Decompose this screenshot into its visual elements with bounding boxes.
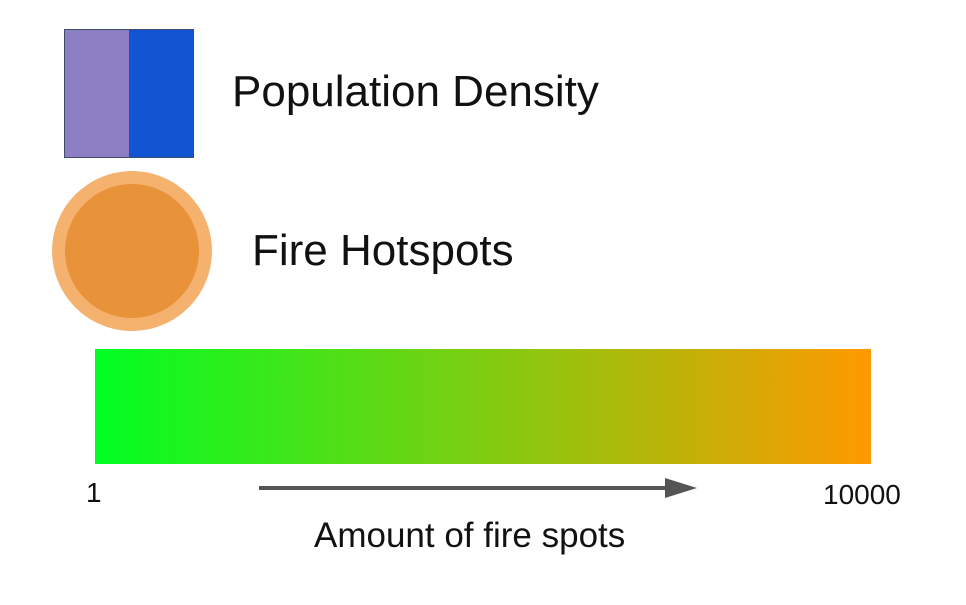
scale-min-label: 1 [86,477,102,508]
arrow-head [665,478,697,498]
fire-spots-gradient-bar [95,349,871,464]
fire-hotspots-label: Fire Hotspots [252,226,514,275]
population-density-color-high [129,30,193,157]
population-density-color-low [65,30,130,157]
population-density-label: Population Density [232,67,599,116]
axis-caption: Amount of fire spots [314,516,626,555]
fire-hotspot-icon [52,171,212,331]
scale-max-label: 10000 [823,479,901,510]
increase-arrow-icon [259,478,697,498]
population-density-swatch [64,29,194,158]
